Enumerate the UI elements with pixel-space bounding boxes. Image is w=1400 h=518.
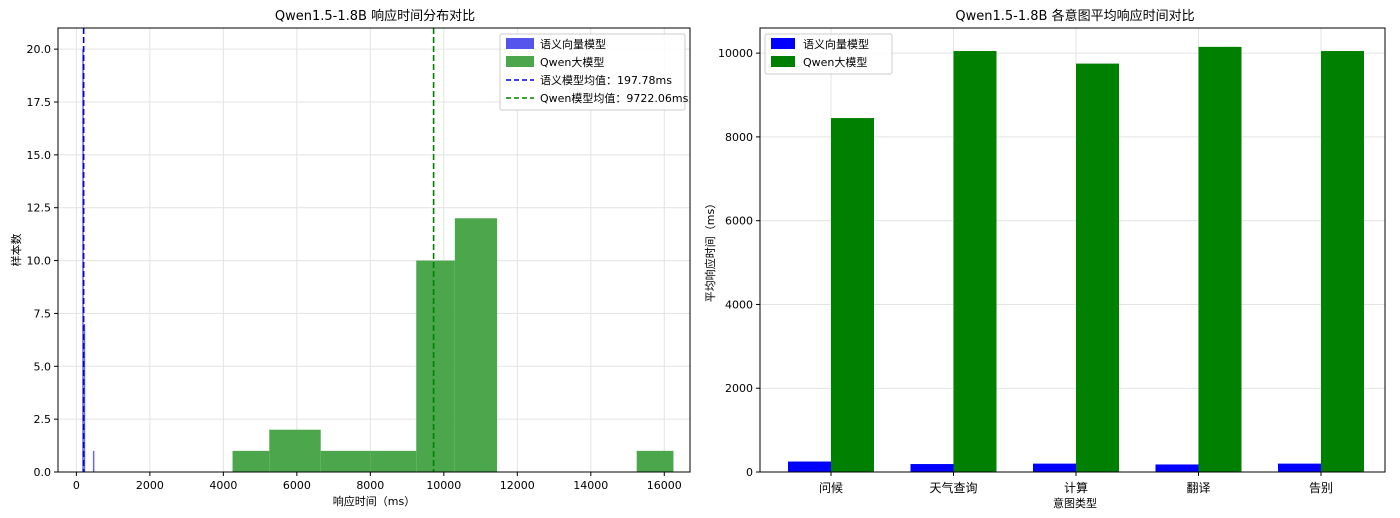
hist-x-tick-label: 12000 bbox=[500, 479, 535, 492]
histogram-bars bbox=[82, 49, 674, 473]
hist-y-tick-label: 2.5 bbox=[34, 413, 52, 426]
bar-y-tick-label: 2000 bbox=[725, 382, 753, 395]
hist-x-tick-label: 2000 bbox=[136, 479, 164, 492]
bar-chart: Qwen1.5-1.8B 各意图平均响应时间对比 问候 天气查询 计算 翻译 告别 0 2… bbox=[703, 8, 1386, 510]
hist-y-tick-label: 7.5 bbox=[34, 307, 52, 320]
legend-label-semantic: 语义向量模型 bbox=[540, 37, 606, 51]
bar-legend-label-semantic: 语义向量模型 bbox=[803, 37, 869, 51]
bar-chart-title: Qwen1.5-1.8B 各意图平均响应时间对比 bbox=[955, 8, 1194, 24]
bar-category-label: 问候 bbox=[819, 481, 843, 495]
hist-y-tick-label: 20.0 bbox=[27, 43, 52, 56]
hist-x-tick-label: 14000 bbox=[573, 479, 608, 492]
histogram-x-ticks: 0 2000 4000 6000 8000 10000 12000 14000 16000 bbox=[73, 472, 682, 492]
bar-legend-swatch-qwen bbox=[771, 56, 795, 67]
bar-category-label: 告别 bbox=[1309, 481, 1333, 495]
hist-y-tick-label: 10.0 bbox=[27, 255, 52, 268]
histogram-y-ticks: 0.0 2.5 5.0 7.5 10.0 12.5 15.0 17.5 20.0 bbox=[27, 43, 58, 479]
histogram-mean-lines bbox=[82, 28, 435, 472]
histogram-legend: 语义向量模型 Qwen大模型 语义模型均值：197.78ms Qwen模型均值：… bbox=[499, 33, 689, 111]
bar-category-label: 天气查询 bbox=[929, 480, 977, 495]
hist-y-tick-label: 5.0 bbox=[34, 360, 52, 373]
histogram-title: Qwen1.5-1.8B 响应时间分布对比 bbox=[275, 8, 475, 24]
histogram-grid bbox=[58, 28, 690, 473]
bar-legend-label-qwen: Qwen大模型 bbox=[803, 55, 867, 69]
hist-bar-qwen bbox=[454, 218, 498, 472]
hist-x-tick-label: 16000 bbox=[647, 479, 682, 492]
legend-label-qwen: Qwen大模型 bbox=[540, 55, 604, 69]
hist-x-tick-label: 10000 bbox=[426, 479, 461, 492]
histogram-x-label: 响应时间（ms） bbox=[333, 494, 415, 508]
hist-bar-qwen bbox=[416, 260, 455, 472]
hist-x-tick-label: 8000 bbox=[356, 479, 384, 492]
bar-chart-x-ticks: 问候 天气查询 计算 翻译 告别 bbox=[819, 472, 1333, 495]
histogram-chart: Qwen1.5-1.8B 响应时间分布对比 0 2000 4000 6000 8000 1… bbox=[9, 8, 691, 508]
hist-x-tick-label: 6000 bbox=[283, 479, 311, 492]
bar-chart-y-ticks: 0 2000 4000 6000 8000 10000 bbox=[718, 47, 760, 479]
histogram-plot-frame bbox=[57, 27, 691, 473]
hist-bar-semantic bbox=[83, 324, 86, 472]
bar-y-tick-label: 4000 bbox=[725, 298, 753, 311]
hist-bar-qwen bbox=[232, 450, 270, 472]
legend-label-qwen-mean: Qwen模型均值：9722.06ms bbox=[540, 91, 689, 105]
bar-semantic-2 bbox=[1033, 463, 1076, 472]
hist-y-tick-label: 17.5 bbox=[27, 96, 52, 109]
hist-y-tick-label: 0.0 bbox=[34, 466, 52, 479]
bar-chart-bars bbox=[788, 46, 1364, 473]
legend-swatch-qwen bbox=[506, 56, 534, 67]
histogram-y-label: 样本数 bbox=[9, 234, 23, 267]
bar-qwen-0 bbox=[831, 118, 874, 472]
hist-bar-semantic bbox=[92, 450, 95, 472]
histogram-legend-box bbox=[499, 33, 686, 111]
hist-y-tick-label: 15.0 bbox=[27, 149, 52, 162]
bar-qwen-1 bbox=[953, 51, 997, 473]
bar-qwen-3 bbox=[1198, 46, 1242, 472]
hist-bar-qwen bbox=[636, 450, 674, 472]
bar-semantic-0 bbox=[788, 461, 831, 472]
bar-y-tick-label: 8000 bbox=[725, 131, 753, 144]
bar-y-tick-label: 6000 bbox=[725, 215, 753, 228]
bar-category-label: 计算 bbox=[1064, 480, 1088, 495]
hist-bar-semantic bbox=[82, 49, 84, 473]
bar-chart-legend: 语义向量模型 Qwen大模型 bbox=[764, 33, 893, 75]
bar-y-tick-label: 10000 bbox=[718, 47, 753, 60]
bar-chart-legend-box bbox=[764, 33, 893, 75]
hist-bar-qwen bbox=[269, 429, 321, 472]
hist-bar-qwen bbox=[370, 450, 417, 472]
bar-qwen-2 bbox=[1076, 63, 1119, 473]
legend-label-semantic-mean: 语义模型均值：197.78ms bbox=[540, 73, 672, 87]
bar-legend-swatch-semantic bbox=[771, 38, 795, 49]
bar-semantic-4 bbox=[1278, 463, 1321, 472]
legend-swatch-semantic bbox=[506, 38, 534, 49]
bar-semantic-3 bbox=[1155, 464, 1199, 472]
bar-qwen-4 bbox=[1321, 51, 1364, 473]
bar-chart-x-label: 意图类型 bbox=[1053, 496, 1097, 510]
bar-y-tick-label: 0 bbox=[746, 466, 753, 479]
hist-bar-qwen bbox=[320, 450, 371, 472]
hist-x-tick-label: 4000 bbox=[209, 479, 237, 492]
bar-chart-y-label: 平均响应时间（ms） bbox=[703, 198, 717, 302]
hist-y-tick-label: 12.5 bbox=[27, 202, 52, 215]
bar-category-label: 翻译 bbox=[1186, 481, 1210, 495]
bar-chart-plot-frame bbox=[759, 27, 1386, 473]
bar-semantic-1 bbox=[910, 464, 954, 472]
hist-x-tick-label: 0 bbox=[73, 479, 80, 492]
